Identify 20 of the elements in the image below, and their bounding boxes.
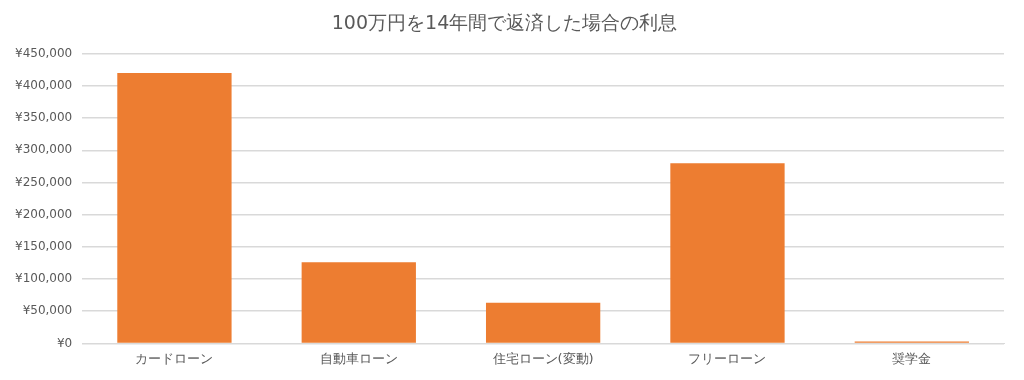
x-tick-label: 自動車ローン bbox=[319, 350, 398, 366]
chart-title: 100万円を14年間で返済した場合の利息 bbox=[331, 11, 678, 34]
bar bbox=[670, 163, 785, 343]
y-tick-label: ¥150,000 bbox=[14, 238, 73, 253]
y-tick-label: ¥50,000 bbox=[22, 303, 73, 318]
x-tick-label: フリーローン bbox=[688, 350, 767, 366]
bar bbox=[117, 73, 232, 343]
y-tick-label: ¥200,000 bbox=[14, 206, 73, 221]
x-tick-label: 住宅ローン(変動) bbox=[491, 350, 594, 366]
y-tick-label: ¥0 bbox=[56, 335, 73, 350]
x-tick-label: 奨学金 bbox=[892, 350, 932, 366]
y-tick-label: ¥400,000 bbox=[14, 78, 73, 93]
y-tick-label: ¥250,000 bbox=[14, 174, 73, 189]
y-tick-label: ¥450,000 bbox=[14, 45, 73, 60]
y-tick-label: ¥350,000 bbox=[14, 110, 73, 125]
bar bbox=[485, 302, 601, 343]
y-tick-label: ¥100,000 bbox=[14, 271, 73, 286]
x-tick-label: カードローン bbox=[135, 350, 214, 366]
y-tick-label: ¥300,000 bbox=[14, 142, 73, 157]
bar bbox=[301, 262, 416, 343]
